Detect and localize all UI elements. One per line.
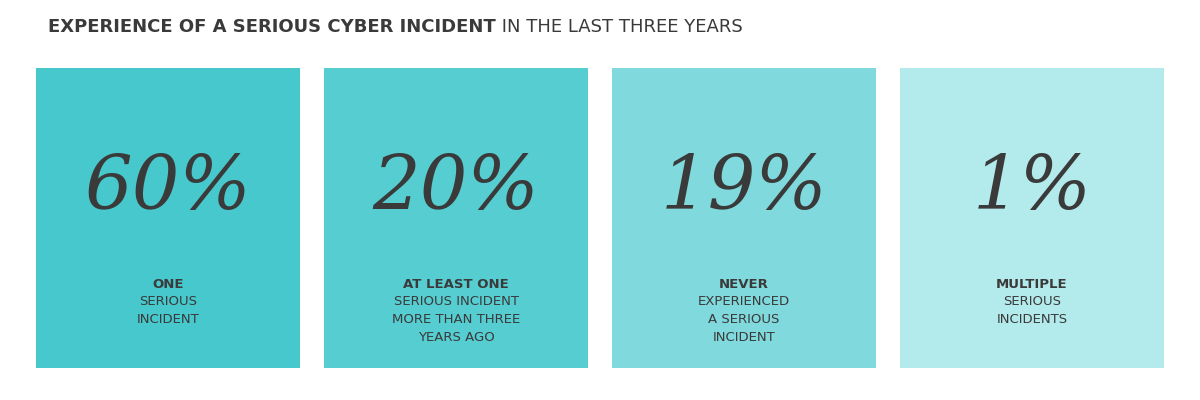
- Text: SERIOUS
INCIDENTS: SERIOUS INCIDENTS: [996, 295, 1068, 326]
- Text: EXPERIENCED
A SERIOUS
INCIDENT: EXPERIENCED A SERIOUS INCIDENT: [698, 295, 790, 344]
- Text: 20%: 20%: [373, 152, 539, 224]
- Text: AT LEAST ONE: AT LEAST ONE: [403, 278, 509, 291]
- Text: 19%: 19%: [661, 152, 827, 224]
- Text: IN THE LAST THREE YEARS: IN THE LAST THREE YEARS: [496, 18, 743, 36]
- Text: EXPERIENCE OF A SERIOUS CYBER INCIDENT: EXPERIENCE OF A SERIOUS CYBER INCIDENT: [48, 18, 496, 36]
- Text: MULTIPLE: MULTIPLE: [996, 278, 1068, 291]
- Text: SERIOUS INCIDENT
MORE THAN THREE
YEARS AGO: SERIOUS INCIDENT MORE THAN THREE YEARS A…: [392, 295, 520, 344]
- Text: NEVER: NEVER: [719, 278, 769, 291]
- Text: 1%: 1%: [972, 152, 1092, 224]
- Text: SERIOUS
INCIDENT: SERIOUS INCIDENT: [137, 295, 199, 326]
- Text: ONE: ONE: [152, 278, 184, 291]
- Text: 60%: 60%: [85, 152, 251, 224]
